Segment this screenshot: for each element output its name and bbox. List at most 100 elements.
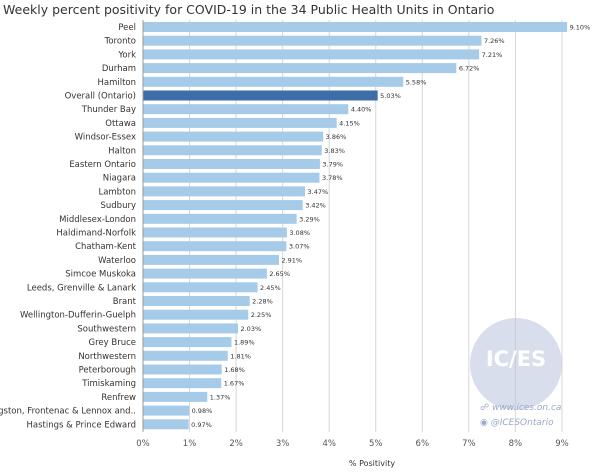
x-tick-labels: 0% 1% 2% 3% 4% 5% 6% 7% 8% 9% bbox=[136, 439, 568, 449]
bar bbox=[143, 145, 322, 156]
bar bbox=[143, 350, 228, 361]
bar bbox=[143, 117, 337, 128]
bar bbox=[143, 131, 324, 142]
category-labels: Peel Toronto York Durham Hamilton Overall (On… bbox=[0, 23, 137, 430]
value-label: 3.79% bbox=[322, 161, 343, 169]
x-tick-label: 4% bbox=[322, 439, 336, 449]
x-tick-label: 0% bbox=[136, 439, 150, 449]
category-label: Thunder Bay bbox=[81, 105, 136, 115]
value-label: 3.42% bbox=[305, 202, 326, 210]
x-tick-label: 8% bbox=[509, 439, 523, 449]
bar bbox=[143, 391, 208, 402]
category-label: Chatham-Kent bbox=[75, 242, 137, 252]
category-label: Ottawa bbox=[105, 119, 136, 129]
bar bbox=[143, 323, 238, 334]
value-label: 2.91% bbox=[281, 256, 302, 264]
value-label: 2.03% bbox=[240, 325, 261, 333]
value-label: 3.47% bbox=[308, 188, 329, 196]
value-label: 1.89% bbox=[234, 339, 255, 347]
bar bbox=[143, 22, 568, 32]
bar bbox=[143, 309, 249, 320]
x-tick-label: 5% bbox=[369, 439, 383, 449]
category-label: Northwestern bbox=[78, 352, 136, 362]
category-label: Hastings & Prince Edward bbox=[27, 420, 136, 430]
bar bbox=[143, 35, 482, 46]
x-axis-label: % Positivity bbox=[349, 459, 395, 468]
value-label: 2.25% bbox=[251, 311, 272, 319]
category-label: Leeds, Grenville & Lanark bbox=[27, 283, 136, 293]
category-label: Durham bbox=[102, 64, 136, 74]
x-tick-label: 1% bbox=[183, 439, 197, 449]
category-label: Peel bbox=[118, 23, 136, 33]
bar bbox=[143, 104, 349, 115]
value-label: 7.21% bbox=[482, 51, 503, 59]
x-tick-label: 7% bbox=[462, 439, 476, 449]
value-label: 2.45% bbox=[260, 284, 281, 292]
value-label: 4.40% bbox=[351, 106, 372, 114]
watermark-url: ☍ www.ices.on.ca bbox=[480, 403, 562, 413]
category-label: Eastern Ontario bbox=[69, 160, 136, 170]
category-label: Waterloo bbox=[98, 256, 136, 266]
category-label: Middlesex-London bbox=[59, 215, 136, 225]
x-tick-label: 3% bbox=[276, 439, 290, 449]
bar bbox=[143, 364, 222, 375]
value-label: 2.65% bbox=[269, 270, 290, 278]
category-label: Timiskaming bbox=[81, 379, 136, 389]
category-label: Renfrew bbox=[101, 393, 136, 403]
bar bbox=[143, 282, 258, 293]
bar bbox=[143, 159, 320, 169]
category-label: Haldimand-Norfolk bbox=[56, 229, 136, 239]
value-label: 0.98% bbox=[192, 407, 213, 415]
bar bbox=[143, 337, 232, 348]
category-label: Hamilton bbox=[97, 78, 136, 88]
value-label: 6.72% bbox=[459, 65, 480, 73]
bar bbox=[143, 296, 250, 306]
gridlines bbox=[142, 20, 563, 432]
category-label: Kingston, Frontenac & Lennox and.. bbox=[0, 407, 136, 417]
category-label: York bbox=[117, 50, 136, 60]
x-tick-label: 9% bbox=[555, 439, 569, 449]
value-label: 3.83% bbox=[324, 147, 345, 155]
category-label: Peterborough bbox=[79, 366, 136, 376]
watermark-handle-text: @ICESOntario bbox=[490, 418, 554, 428]
x-tick-label: 2% bbox=[229, 439, 243, 449]
category-label: Overall (Ontario) bbox=[65, 92, 136, 102]
value-label: 7.26% bbox=[484, 37, 505, 45]
bar bbox=[143, 63, 457, 74]
bar bbox=[143, 241, 287, 252]
category-label: Toronto bbox=[104, 37, 136, 47]
value-label: 5.03% bbox=[380, 92, 401, 100]
value-label: 1.37% bbox=[210, 393, 231, 401]
bar bbox=[143, 227, 287, 238]
bars bbox=[143, 22, 568, 430]
value-label: 3.08% bbox=[289, 229, 310, 237]
watermark-url-text: www.ices.on.ca bbox=[491, 403, 562, 413]
bar bbox=[143, 186, 306, 197]
value-label: 2.28% bbox=[252, 298, 273, 306]
x-tick-label: 6% bbox=[416, 439, 430, 449]
bar bbox=[143, 419, 189, 430]
category-label: Grey Bruce bbox=[89, 338, 136, 348]
bar bbox=[143, 172, 320, 183]
category-label: Brant bbox=[113, 297, 137, 307]
value-label: 3.29% bbox=[299, 215, 320, 223]
bar bbox=[143, 405, 190, 416]
value-label: 4.15% bbox=[339, 119, 360, 127]
value-label: 5.58% bbox=[406, 78, 427, 86]
value-label: 0.97% bbox=[191, 421, 212, 429]
category-label: Southwestern bbox=[77, 324, 136, 334]
category-label: Wellington-Dufferin-Guelph bbox=[20, 311, 136, 321]
value-label: 3.78% bbox=[322, 174, 343, 182]
ices-logo-text: IC/ES bbox=[485, 347, 547, 371]
category-label: Lambton bbox=[98, 187, 136, 197]
ices-logo-circle bbox=[470, 318, 562, 410]
category-label: Sudbury bbox=[101, 201, 137, 211]
bar bbox=[143, 49, 480, 60]
chart-title: Weekly percent positivity for COVID-19 i… bbox=[3, 2, 495, 17]
bar bbox=[143, 90, 378, 101]
bar bbox=[143, 268, 267, 279]
bar bbox=[143, 254, 279, 265]
bar bbox=[143, 200, 303, 211]
value-label: 3.07% bbox=[289, 243, 310, 251]
